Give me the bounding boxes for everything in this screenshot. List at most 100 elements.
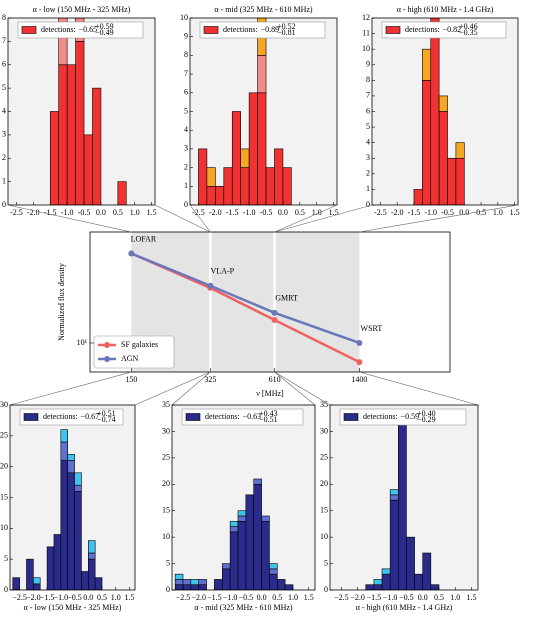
- legend-minus: −0.35: [459, 28, 478, 37]
- bar: [237, 510, 247, 517]
- y-tick-label: 3: [2, 130, 6, 139]
- bar: [430, 584, 440, 590]
- bar: [261, 520, 270, 590]
- plot-frame: [171, 404, 316, 591]
- connector: [359, 204, 519, 233]
- x-tick-label: −2.0: [26, 593, 41, 602]
- bar: [67, 454, 75, 461]
- bar: [229, 531, 239, 590]
- bar: [245, 494, 255, 590]
- legend-marker: [104, 342, 110, 348]
- legend-label: detections: −0.65: [41, 25, 97, 34]
- bars: [12, 429, 103, 590]
- y-tick-label: 15: [0, 492, 8, 501]
- legend-label: detections: −0.59: [363, 412, 419, 421]
- bar: [182, 579, 192, 586]
- bar: [206, 186, 216, 205]
- y-tick-label: 30: [162, 426, 170, 435]
- y-tick-label: 1: [184, 181, 188, 190]
- y-tick-label: 5: [2, 83, 6, 92]
- bar: [237, 520, 247, 590]
- x-tick-label: -2.0: [391, 208, 404, 217]
- x-tick-label: −1.5: [207, 593, 222, 602]
- legend: detections: −0.59+0.40−0.29: [339, 408, 467, 426]
- connector: [359, 371, 479, 406]
- chart-title: α - mid (325 MHz - 610 MHz): [214, 5, 313, 14]
- x-tick-label: −1.0: [223, 593, 238, 602]
- legend-median: −0.82: [443, 25, 462, 34]
- legend-minus: −0.74: [97, 415, 116, 424]
- point-label: WSRT: [361, 324, 383, 333]
- bar: [190, 579, 200, 586]
- legend-box: [181, 408, 304, 426]
- legend: detections: −0.82+0.46−0.35: [381, 21, 507, 39]
- legend-median: −0.89: [261, 25, 280, 34]
- legend-swatch: [343, 413, 359, 421]
- bar: [422, 552, 432, 590]
- y-tick-label: 0: [324, 585, 328, 594]
- y-tick-label: 20: [162, 479, 170, 488]
- y-tick-label: 6: [2, 60, 6, 69]
- legend-name: detections:: [41, 25, 76, 34]
- y-tick-label: 9: [366, 60, 370, 69]
- x-tick-label: 150: [125, 375, 137, 384]
- x-tick-label: -2.5: [192, 208, 205, 217]
- x-tick-label: 325: [204, 375, 216, 384]
- bar: [53, 534, 62, 590]
- connector: [274, 371, 331, 406]
- legend-name: detections:: [223, 25, 258, 34]
- bar: [74, 491, 82, 590]
- y-tick-label: 7: [366, 91, 370, 100]
- bar: [33, 577, 41, 585]
- y-tick-label: 1: [2, 176, 6, 185]
- x-tick-label: −1.0: [383, 593, 398, 602]
- legend-plus: +0.46: [459, 22, 478, 31]
- connector: [274, 204, 373, 233]
- x-axis-label: α - low (150 MHz - 325 MHz): [24, 603, 122, 612]
- legend-name: detections:: [205, 412, 240, 421]
- bar: [257, 92, 267, 205]
- connector: [154, 204, 211, 233]
- y-tick-label: 8: [2, 13, 6, 22]
- legend-swatch: [185, 413, 201, 421]
- y-tick-label: 10¹: [77, 338, 88, 347]
- x-tick-label: 0.5: [476, 208, 486, 217]
- y-tick-label: 6: [366, 106, 370, 115]
- bar: [389, 494, 399, 501]
- bar: [413, 189, 423, 205]
- x-tick-label: -1.5: [408, 208, 421, 217]
- x-tick-label: -1.5: [226, 208, 239, 217]
- x-tick-label: 0.5: [272, 593, 282, 602]
- x-tick-label: 0.5: [434, 593, 444, 602]
- bar: [26, 558, 34, 590]
- chart-title: α - high (610 MHz - 1.4 GHz): [397, 5, 494, 14]
- y-tick-label: 0: [184, 200, 188, 209]
- x-tick-label: −0.5: [239, 593, 254, 602]
- legend-minus: −0.29: [417, 415, 436, 424]
- legend-name: detections:: [405, 25, 440, 34]
- bar: [422, 48, 432, 81]
- y-tick-label: 2: [2, 153, 6, 162]
- chart-title: α - low (150 MHz - 325 MHz): [33, 5, 131, 14]
- y-tick-label: 10: [162, 532, 170, 541]
- y-tick-label: 4: [366, 137, 370, 146]
- bar: [261, 515, 270, 522]
- series-point: [271, 309, 278, 316]
- x-tick-label: 0.0: [278, 208, 288, 217]
- x-tick-label: 1.0: [312, 208, 322, 217]
- x-tick-label: 0.0: [96, 208, 106, 217]
- x-tick-label: -0.5: [260, 208, 273, 217]
- bar: [389, 489, 399, 496]
- y-tick-label: 5: [166, 558, 170, 567]
- bar: [455, 157, 465, 205]
- legend-median: −0.63: [243, 412, 262, 421]
- bar: [49, 111, 59, 205]
- x-tick-label: −1.5: [40, 593, 55, 602]
- x-tick-label: 1.5: [304, 593, 314, 602]
- y-tick-label: 8: [184, 50, 188, 59]
- y-tick-label: 2: [184, 162, 188, 171]
- x-tick-label: -1.0: [243, 208, 256, 217]
- x-tick-label: −2.5: [334, 593, 349, 602]
- y-tick-label: 2: [366, 169, 370, 178]
